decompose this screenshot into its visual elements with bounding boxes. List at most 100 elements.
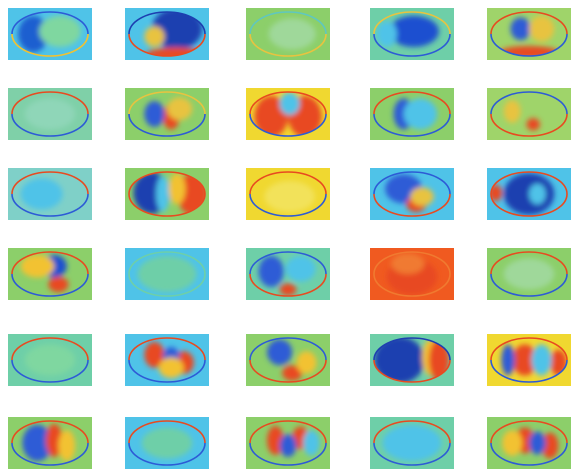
anisotropy-blob	[285, 255, 316, 282]
rim-upper	[373, 171, 451, 195]
rim-upper	[490, 91, 568, 115]
rim-upper	[128, 91, 206, 115]
blob-group	[267, 339, 317, 381]
anisotropy-blob	[376, 21, 397, 47]
rim-lower	[373, 113, 451, 137]
skymap-tile	[246, 168, 330, 220]
skymap-svg	[487, 334, 571, 386]
rim-upper	[490, 337, 568, 361]
skymap-tile	[125, 417, 209, 469]
anisotropy-blob	[144, 26, 165, 47]
rim-lower	[373, 33, 451, 57]
anisotropy-blob	[391, 253, 425, 274]
blob-group	[376, 15, 439, 47]
rim-upper	[11, 251, 89, 275]
blob-group	[502, 427, 559, 459]
skymap-tile	[370, 334, 454, 386]
rim-lower	[128, 113, 206, 137]
skymap-svg	[246, 88, 330, 140]
rim-lower	[249, 193, 327, 217]
rim-lower	[128, 193, 206, 217]
rim-upper	[249, 11, 327, 35]
blob-group	[393, 98, 438, 130]
skymap-svg	[125, 88, 209, 140]
rim-upper	[490, 171, 568, 195]
rim-lower	[373, 273, 451, 297]
anisotropy-blob	[45, 423, 63, 458]
skymap-svg	[8, 88, 92, 140]
skymap-svg	[246, 334, 330, 386]
rim-upper	[11, 420, 89, 444]
blob-group	[503, 258, 555, 290]
anisotropy-blob	[501, 344, 515, 376]
anisotropy-blob	[24, 98, 76, 130]
skymap-svg	[125, 248, 209, 300]
anisotropy-blob	[24, 344, 76, 376]
rim-lower	[490, 273, 568, 297]
anisotropy-blob	[22, 424, 53, 462]
blob-group	[503, 99, 540, 131]
anisotropy-blob	[279, 434, 297, 458]
rim-upper	[128, 251, 206, 275]
rim-lower	[128, 442, 206, 466]
rim-lower	[373, 193, 451, 217]
rim-lower	[128, 33, 206, 57]
rim-upper	[249, 337, 327, 361]
anisotropy-blob	[512, 344, 538, 376]
anisotropy-blob	[282, 365, 303, 381]
skymap-tile	[370, 8, 454, 60]
anisotropy-blob	[258, 255, 284, 287]
blob-group	[264, 181, 315, 213]
anisotropy-blob	[158, 357, 184, 379]
rim-upper	[249, 251, 327, 275]
skymap-tile	[370, 88, 454, 140]
anisotropy-blob	[268, 18, 316, 50]
anisotropy-blob	[428, 339, 449, 381]
anisotropy-blob	[267, 339, 293, 366]
anisotropy-blob	[531, 344, 552, 376]
skymap-tile	[125, 248, 209, 300]
rim-lower	[128, 273, 206, 297]
skymap-tile	[125, 168, 209, 220]
skymap-svg	[487, 248, 571, 300]
anisotropy-blob	[529, 15, 555, 42]
blob-group	[24, 98, 76, 130]
blob-group	[258, 255, 316, 296]
rim-upper	[373, 91, 451, 115]
rim-lower	[373, 359, 451, 383]
rim-lower	[490, 193, 568, 217]
blob-group	[18, 15, 82, 53]
rim-lower	[128, 359, 206, 383]
anisotropy-blob	[529, 431, 546, 455]
blob-group	[267, 425, 320, 458]
blob-group	[385, 174, 434, 213]
anisotropy-blob	[144, 101, 165, 127]
skymap-svg	[370, 8, 454, 60]
rim-upper	[128, 337, 206, 361]
anisotropy-blob	[58, 430, 76, 462]
rim-upper	[11, 171, 89, 195]
skymap-svg	[370, 417, 454, 469]
skymap-tile	[8, 88, 92, 140]
blob-group	[268, 18, 316, 50]
anisotropy-blob	[529, 183, 546, 205]
skymap-svg	[125, 8, 209, 60]
anisotropy-blob	[267, 425, 284, 455]
skymap-svg	[246, 8, 330, 60]
anisotropy-blob	[374, 338, 425, 382]
skymap-tile	[125, 334, 209, 386]
rim-upper	[490, 420, 568, 444]
anisotropy-blob	[48, 276, 69, 293]
skymap-svg	[487, 88, 571, 140]
anisotropy-blob	[503, 173, 555, 215]
rim-upper	[128, 171, 206, 195]
anisotropy-blob	[550, 349, 567, 376]
blob-group	[20, 254, 69, 293]
skymap-tile	[8, 334, 92, 386]
rim-lower	[249, 113, 327, 137]
skymap-tile	[370, 417, 454, 469]
anisotropy-blob	[144, 341, 165, 368]
rim-lower	[249, 442, 327, 466]
blob-group	[144, 341, 194, 379]
rim-upper	[490, 251, 568, 275]
